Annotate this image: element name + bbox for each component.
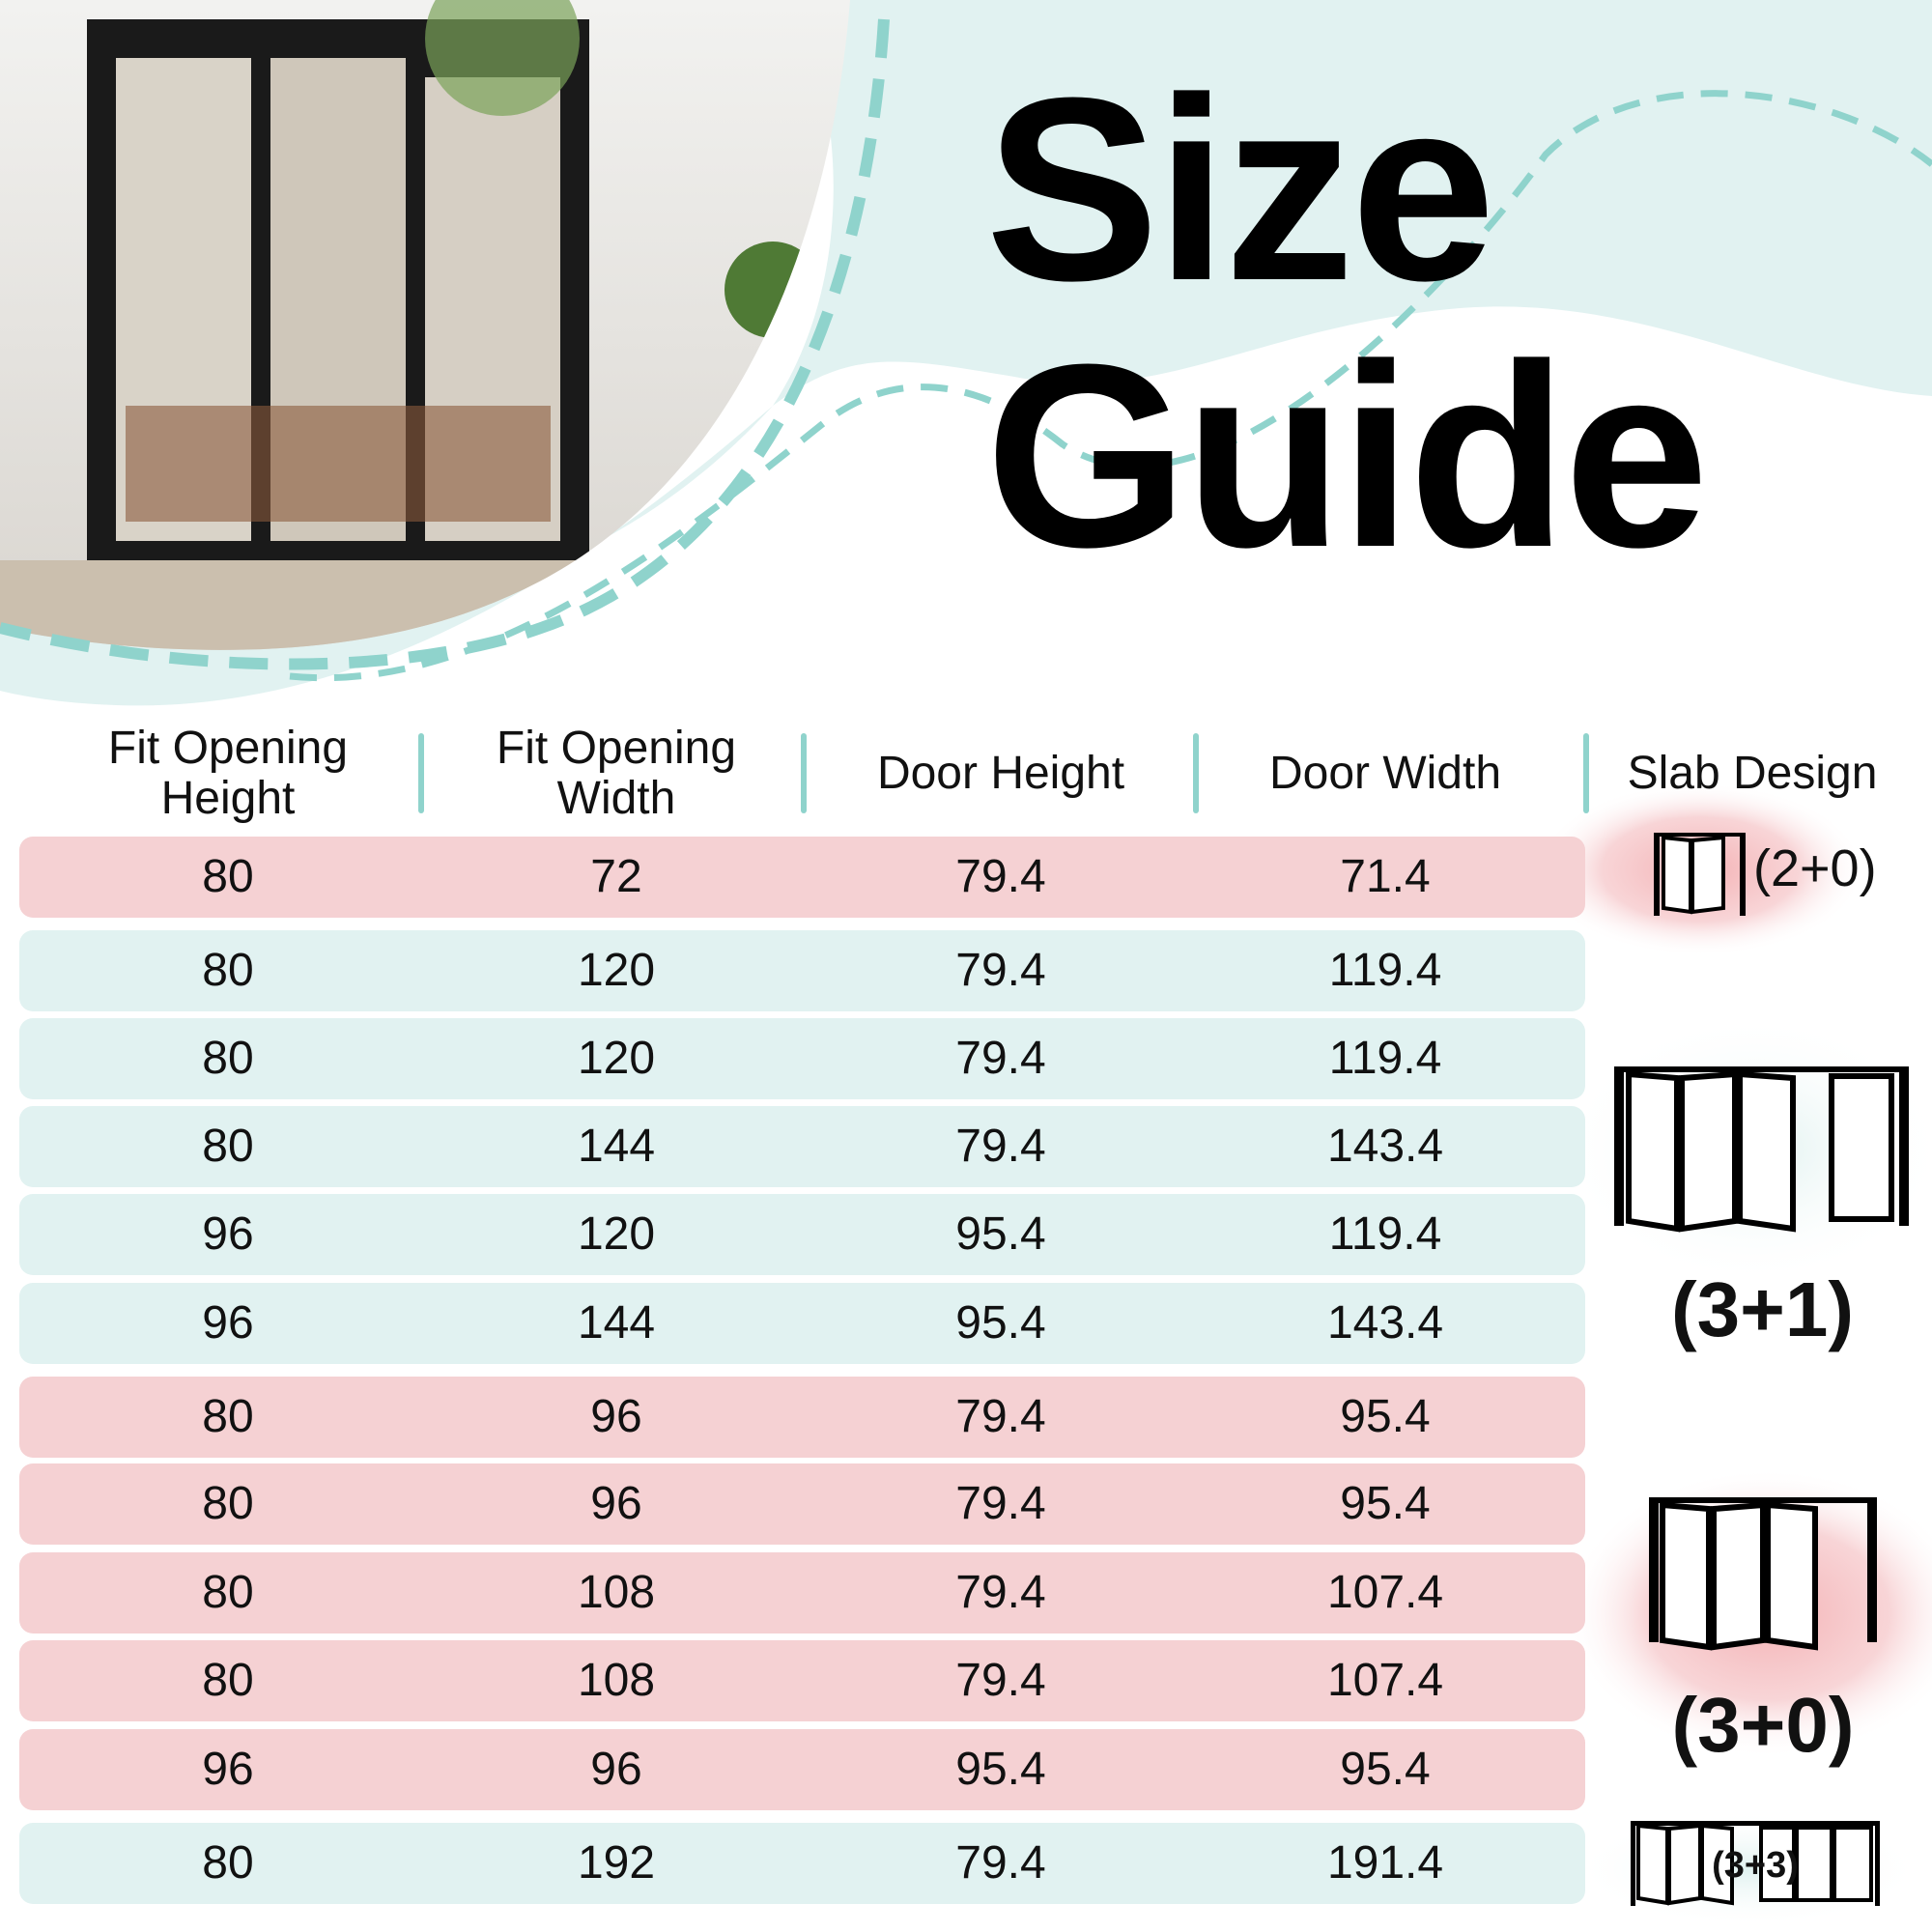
table-cell: 80 bbox=[202, 1567, 254, 1618]
table-cell: 192 bbox=[577, 1837, 656, 1889]
table-cell: 79.4 bbox=[955, 1121, 1046, 1172]
header-divider bbox=[1193, 733, 1199, 813]
table-cell: 80 bbox=[202, 1391, 254, 1442]
header-door-width: Door Width bbox=[1268, 748, 1502, 799]
table-row: 80 120 79.4 119.4 bbox=[19, 1018, 1585, 1099]
table-cell: 79.4 bbox=[955, 1391, 1046, 1442]
table-cell: 119.4 bbox=[1328, 1033, 1442, 1084]
slab-label-3-3: (3+3) bbox=[1712, 1845, 1799, 1886]
table-row: 80 96 79.4 95.4 bbox=[19, 1377, 1585, 1458]
table-row: 80 192 79.4 191.4 bbox=[19, 1823, 1585, 1904]
table-row: 96 120 95.4 119.4 bbox=[19, 1194, 1585, 1275]
table-cell: 143.4 bbox=[1326, 1297, 1444, 1349]
table-cell: 79.4 bbox=[955, 945, 1046, 996]
table-row: 80 96 79.4 95.4 bbox=[19, 1463, 1585, 1545]
table-cell: 119.4 bbox=[1328, 945, 1442, 996]
table-cell: 79.4 bbox=[955, 1033, 1046, 1084]
table-cell: 96 bbox=[202, 1208, 254, 1260]
table-cell: 79.4 bbox=[955, 1478, 1046, 1529]
title-size: Size bbox=[985, 44, 1495, 335]
table-cell: 79.4 bbox=[955, 1837, 1046, 1889]
table-cell: 80 bbox=[202, 1655, 254, 1706]
slab-label-3-0: (3+0) bbox=[1671, 1682, 1855, 1768]
table-cell: 71.4 bbox=[1340, 851, 1431, 902]
header-fit-opening-width: Fit Opening Width bbox=[496, 723, 737, 824]
table-cell: 108 bbox=[577, 1567, 656, 1618]
table-cell: 79.4 bbox=[955, 1655, 1046, 1706]
table-cell: 80 bbox=[202, 945, 254, 996]
table-cell: 95.4 bbox=[1340, 1744, 1431, 1795]
table-row: 96 96 95.4 95.4 bbox=[19, 1729, 1585, 1810]
bifold-3-panel-icon bbox=[1649, 1497, 1877, 1651]
table-cell: 120 bbox=[577, 1033, 656, 1084]
bifold-2-panel-icon bbox=[1654, 833, 1746, 916]
table-row: 80 144 79.4 143.4 bbox=[19, 1106, 1585, 1187]
bifold-6-panel-icon bbox=[1631, 1821, 1880, 1906]
table-cell: 144 bbox=[577, 1297, 656, 1349]
slab-label-3-1: (3+1) bbox=[1671, 1266, 1854, 1352]
table-cell: 95.4 bbox=[1340, 1478, 1431, 1529]
table-cell: 108 bbox=[577, 1655, 656, 1706]
table-cell: 80 bbox=[202, 1121, 254, 1172]
table-cell: 95.4 bbox=[955, 1208, 1046, 1260]
table-cell: 191.4 bbox=[1326, 1837, 1444, 1889]
table-cell: 79.4 bbox=[955, 1567, 1046, 1618]
table-cell: 96 bbox=[202, 1297, 254, 1349]
header-divider bbox=[1583, 733, 1589, 813]
table-cell: 72 bbox=[590, 851, 642, 902]
table-cell: 120 bbox=[577, 945, 656, 996]
table-cell: 80 bbox=[202, 1478, 254, 1529]
table-cell: 80 bbox=[202, 1033, 254, 1084]
table-cell: 95.4 bbox=[1340, 1391, 1431, 1442]
header-slab-design: Slab Design bbox=[1627, 748, 1878, 799]
table-cell: 80 bbox=[202, 1837, 254, 1889]
table-cell: 144 bbox=[577, 1121, 656, 1172]
bifold-3-plus-1-panel-icon bbox=[1614, 1066, 1909, 1233]
table-cell: 96 bbox=[202, 1744, 254, 1795]
table-cell: 143.4 bbox=[1326, 1121, 1444, 1172]
header-divider bbox=[801, 733, 807, 813]
table-cell: 95.4 bbox=[955, 1297, 1046, 1349]
header-door-height: Door Height bbox=[876, 748, 1125, 799]
title-guide: Guide bbox=[985, 311, 1709, 602]
table-cell: 80 bbox=[202, 851, 254, 902]
table-cell: 107.4 bbox=[1326, 1655, 1444, 1706]
slab-label-2-0: (2+0) bbox=[1753, 839, 1877, 897]
header-fit-opening-height: Fit Opening Height bbox=[107, 723, 349, 824]
table-cell: 120 bbox=[577, 1208, 656, 1260]
table-cell: 107.4 bbox=[1326, 1567, 1444, 1618]
table-row: 80 108 79.4 107.4 bbox=[19, 1640, 1585, 1721]
table-cell: 96 bbox=[590, 1391, 642, 1442]
table-cell: 79.4 bbox=[955, 851, 1046, 902]
table-cell: 96 bbox=[590, 1744, 642, 1795]
teal-blob bbox=[0, 0, 1932, 706]
table-row: 80 120 79.4 119.4 bbox=[19, 930, 1585, 1011]
table-cell: 95.4 bbox=[955, 1744, 1046, 1795]
table-row: 80 72 79.4 71.4 bbox=[19, 837, 1585, 918]
table-row: 80 108 79.4 107.4 bbox=[19, 1552, 1585, 1634]
table-cell: 119.4 bbox=[1328, 1208, 1442, 1260]
patio-door-photo bbox=[0, 0, 850, 650]
header-divider bbox=[418, 733, 424, 813]
table-cell: 96 bbox=[590, 1478, 642, 1529]
table-row: 96 144 95.4 143.4 bbox=[19, 1283, 1585, 1364]
